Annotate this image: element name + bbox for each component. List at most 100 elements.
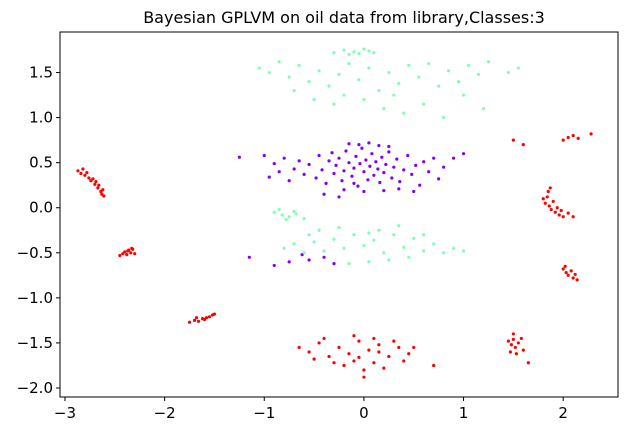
data-point <box>397 187 401 191</box>
data-point <box>87 176 91 180</box>
data-point <box>194 316 199 320</box>
data-point <box>129 251 133 255</box>
data-point <box>332 51 336 55</box>
data-point <box>352 181 356 186</box>
data-point <box>412 189 416 194</box>
data-point <box>553 210 557 214</box>
x-tick-label: 0 <box>359 404 369 422</box>
data-point <box>543 201 547 205</box>
data-point <box>126 249 130 253</box>
data-point <box>292 167 296 171</box>
data-point <box>427 170 431 174</box>
data-point <box>102 194 106 198</box>
data-point <box>551 199 555 204</box>
data-point <box>347 262 351 266</box>
y-tick-label: 1.5 <box>29 64 53 82</box>
data-point <box>481 107 486 111</box>
data-point <box>367 66 371 70</box>
data-point <box>352 166 356 170</box>
y-tick-label: −1.0 <box>17 289 53 307</box>
data-point <box>407 255 411 259</box>
x-axis: −3 −2 −1 0 1 2 <box>54 397 568 422</box>
data-point <box>382 366 386 370</box>
data-point <box>287 179 291 183</box>
data-point <box>307 79 311 84</box>
data-point <box>476 72 481 76</box>
data-point <box>357 355 361 359</box>
data-point <box>312 240 316 244</box>
y-tick-label: 0.5 <box>29 154 53 172</box>
data-point <box>519 336 523 341</box>
data-point <box>372 336 376 341</box>
x-tick-label: −1 <box>253 404 275 422</box>
data-point <box>202 317 207 322</box>
data-point <box>97 183 101 187</box>
data-point <box>307 350 311 354</box>
data-point <box>571 215 575 219</box>
x-tick-label: 1 <box>459 404 469 422</box>
data-point <box>327 84 331 88</box>
data-point <box>372 361 376 365</box>
data-point <box>76 169 80 173</box>
data-point <box>337 225 341 230</box>
data-point <box>267 70 271 75</box>
data-point <box>566 135 570 140</box>
data-point <box>330 151 334 155</box>
data-point <box>571 276 575 280</box>
data-point <box>382 170 386 175</box>
data-point <box>314 176 318 180</box>
data-point <box>85 170 89 175</box>
data-point <box>272 161 276 166</box>
data-point <box>466 63 471 67</box>
data-point <box>456 79 461 84</box>
data-point <box>422 233 426 237</box>
data-point <box>566 211 570 215</box>
data-point <box>367 348 371 352</box>
data-point <box>414 163 418 167</box>
data-point <box>96 186 100 190</box>
data-point <box>327 354 331 359</box>
data-point <box>432 156 436 160</box>
y-axis: −2.0 −1.5 −1.0 −0.5 0.0 0.5 1.0 1.5 <box>17 64 60 397</box>
data-point <box>377 143 381 148</box>
data-point <box>442 116 446 120</box>
data-point <box>549 207 553 212</box>
data-point <box>372 238 376 242</box>
data-point <box>516 341 520 345</box>
data-point <box>514 352 518 356</box>
data-point <box>387 150 391 154</box>
data-point <box>362 243 366 248</box>
data-point <box>357 339 361 343</box>
data-point <box>123 250 127 254</box>
data-point <box>377 88 381 93</box>
data-point <box>322 192 326 196</box>
data-point <box>212 312 217 316</box>
data-point <box>192 318 197 322</box>
data-point <box>352 334 356 338</box>
data-point <box>287 75 291 79</box>
data-point <box>521 143 525 147</box>
data-point <box>451 156 456 160</box>
data-point <box>402 168 406 172</box>
data-point <box>347 352 351 356</box>
data-point <box>342 48 346 52</box>
data-point <box>372 51 376 55</box>
data-point <box>284 217 288 222</box>
data-point <box>91 177 95 181</box>
data-point <box>412 236 416 240</box>
data-point <box>257 66 261 70</box>
data-point <box>79 171 83 176</box>
data-point <box>378 180 382 185</box>
data-point <box>332 361 336 365</box>
data-point <box>486 60 491 64</box>
data-point <box>559 208 563 213</box>
x-tick-label: −2 <box>154 404 176 422</box>
data-point <box>367 49 371 53</box>
x-tick-label: −3 <box>54 404 76 422</box>
data-point <box>508 350 512 354</box>
data-point <box>566 273 570 277</box>
data-point <box>548 186 552 190</box>
data-point <box>362 368 366 372</box>
data-point <box>297 159 301 163</box>
